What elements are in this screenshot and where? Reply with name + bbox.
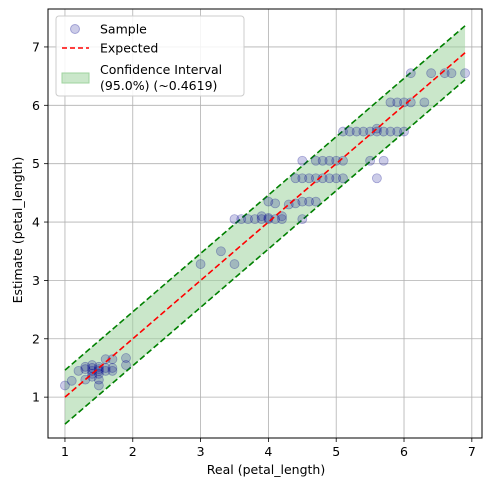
y-axis-label: Estimate (petal_length) — [10, 157, 25, 304]
data-point — [60, 380, 70, 391]
data-point — [331, 173, 342, 184]
data-point — [304, 173, 314, 184]
legend-sample-label: Sample — [100, 22, 147, 37]
x-tick-label: 4 — [264, 444, 272, 459]
sample-points — [60, 68, 470, 391]
plot-frame — [47, 8, 483, 439]
data-point — [371, 173, 382, 184]
expected-diagonal — [64, 52, 466, 398]
data-point — [243, 214, 253, 225]
data-point — [419, 97, 430, 108]
data-point — [256, 211, 267, 222]
legend-sample-marker — [70, 24, 80, 34]
expected-line — [64, 52, 466, 398]
data-point — [324, 155, 335, 166]
data-point — [73, 365, 84, 376]
data-point — [297, 173, 308, 184]
data-point — [310, 155, 321, 166]
y-tick-label: 6 — [32, 98, 40, 113]
data-point — [87, 360, 97, 370]
data-point — [229, 259, 240, 269]
data-point — [93, 374, 104, 385]
x-tick-label: 2 — [129, 444, 137, 459]
data-point — [426, 68, 437, 79]
legend-ci-patch — [61, 72, 90, 84]
x-tick-label: 7 — [468, 444, 476, 459]
data-point — [317, 155, 328, 166]
data-point — [358, 126, 369, 137]
data-point — [107, 363, 118, 373]
y-tick-label: 2 — [32, 331, 40, 346]
data-point — [263, 196, 274, 207]
ci-lower-line — [64, 79, 466, 425]
x-tick-label: 6 — [400, 444, 408, 459]
data-point — [324, 173, 335, 184]
data-point — [80, 361, 91, 372]
data-point — [446, 68, 457, 79]
legend-expected-label: Expected — [100, 41, 158, 56]
data-point — [93, 368, 104, 379]
data-point — [338, 126, 348, 137]
data-point — [107, 365, 118, 376]
data-point — [297, 155, 308, 166]
legend-ci-label-line2: (95.0%) (~0.4619) — [100, 78, 217, 93]
data-point — [270, 198, 281, 209]
data-point — [87, 363, 97, 373]
data-point — [93, 380, 104, 391]
data-point — [121, 360, 131, 370]
data-point — [277, 211, 287, 222]
data-point — [378, 126, 389, 137]
legend-box — [55, 15, 245, 97]
y-tick-label: 7 — [32, 39, 40, 54]
data-point — [405, 68, 416, 79]
data-point — [216, 246, 226, 257]
data-point — [399, 126, 409, 137]
data-point — [385, 126, 396, 137]
data-point — [392, 126, 403, 137]
data-point — [100, 365, 111, 376]
data-point — [297, 196, 308, 207]
data-point — [310, 196, 321, 207]
data-point — [236, 214, 247, 225]
axis-ticks: 1 2 3 4 5 6 7 1 2 3 4 5 6 7 — [32, 39, 476, 459]
data-point — [80, 364, 91, 375]
legend: Sample Expected Confidence Interval (95.… — [55, 15, 245, 97]
y-tick-label: 5 — [32, 156, 40, 171]
data-point — [66, 375, 77, 386]
data-point — [460, 68, 470, 79]
data-point — [121, 353, 131, 363]
data-point — [344, 126, 355, 137]
x-axis-label: Real (petal_length) — [207, 462, 325, 477]
data-point — [392, 97, 403, 108]
data-point — [277, 214, 287, 225]
data-point — [93, 361, 104, 372]
data-point — [378, 155, 389, 166]
legend-ci-label-line1: Confidence Interval — [100, 62, 222, 77]
data-point — [195, 259, 206, 269]
ci-upper-line — [64, 25, 466, 371]
data-point — [297, 214, 308, 225]
data-point — [365, 155, 376, 166]
x-tick-label: 3 — [197, 444, 205, 459]
data-point — [385, 97, 396, 108]
data-point — [290, 173, 301, 184]
y-tick-label: 3 — [32, 273, 40, 288]
x-tick-label: 5 — [332, 444, 340, 459]
data-point — [249, 214, 260, 225]
data-point — [351, 126, 362, 137]
y-tick-label: 4 — [32, 215, 40, 230]
data-point — [100, 363, 111, 373]
data-point — [229, 214, 240, 225]
data-point — [304, 196, 314, 207]
data-point — [256, 214, 267, 225]
x-tick-label: 1 — [61, 444, 69, 459]
y-tick-label: 1 — [32, 390, 40, 405]
data-point — [338, 173, 348, 184]
